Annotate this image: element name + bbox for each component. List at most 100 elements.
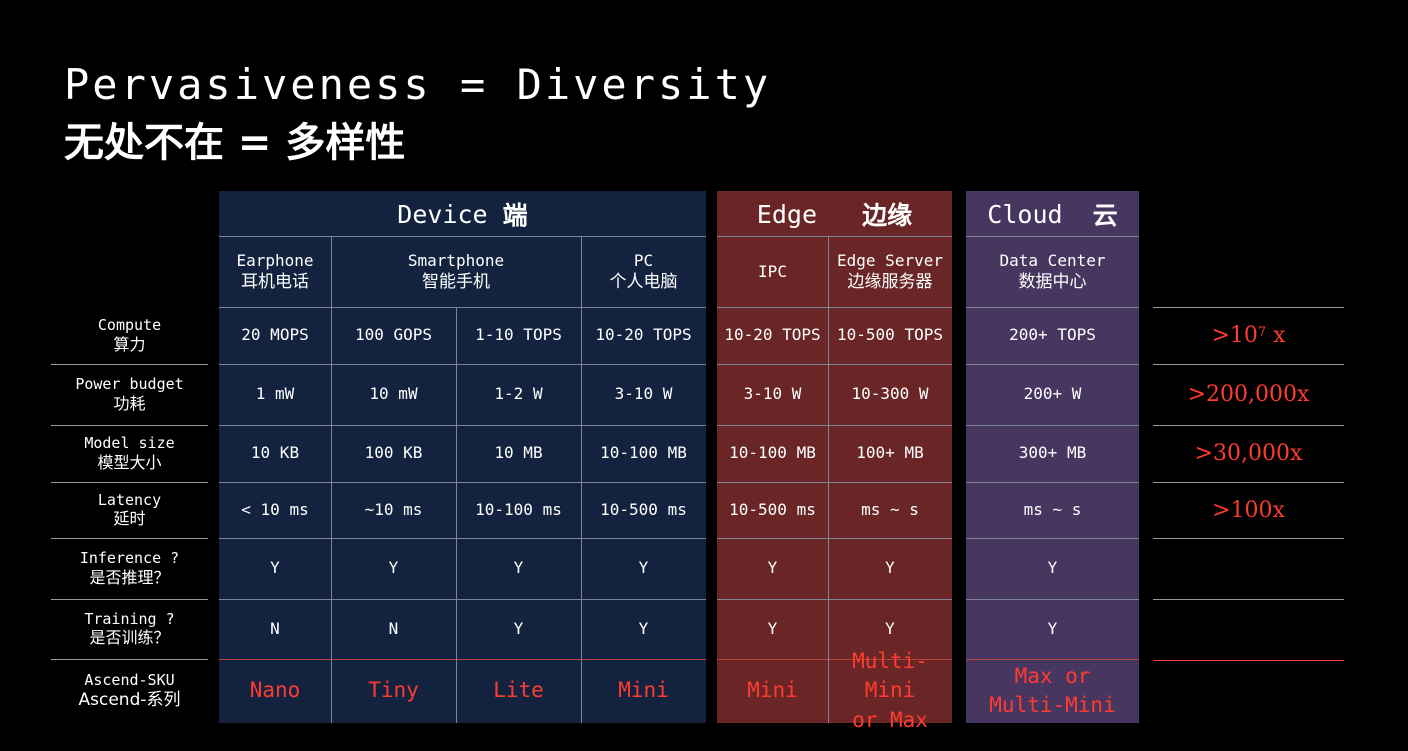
ratio-compute: >10 7 x [1153,307,1344,364]
divider [966,659,1139,660]
table-cell: N [270,618,280,638]
divider [1153,307,1344,308]
col-header-cn: 个人电脑 [609,272,678,293]
divider [219,236,706,237]
table-cell: 1-2 W [494,384,543,404]
sku-line-2: or Max [852,707,928,732]
sku-cell: Multi-Mini or Max [828,649,952,732]
sku-line-1: Multi-Mini [852,648,928,703]
divider [219,659,706,660]
row-label-inference: Inference ? 是否推理？ [51,538,208,599]
table-cell: Y [513,558,524,578]
divider [51,659,208,660]
table-cell: Y [513,618,524,638]
col-header-en: Edge Server [837,250,943,270]
divider [966,425,1139,426]
table-cell: Y [1047,558,1058,578]
table-cell: Y [1047,618,1058,638]
col-header-edge-server: Edge Server 边缘服务器 [828,237,952,307]
table-cell: ms ~ s [861,499,919,519]
sku-cell: Max or Multi-Mini [966,659,1139,723]
col-header-en: Smartphone [407,250,505,270]
col-header-ipc: IPC [717,237,828,307]
sku-line-1: Lite [493,678,544,703]
divider [717,659,952,660]
table-cell: Y [885,558,895,578]
table-cell: ~10 ms [364,499,423,519]
group-label-cn: 云 [1092,201,1118,230]
table-cell: 10-500 TOPS [837,325,943,345]
ratio-latency: >100x [1212,497,1285,523]
divider [219,538,706,539]
divider [966,599,1139,600]
table-cell: 200+ TOPS [1009,325,1096,345]
row-label-cn: 是否推理？ [89,567,170,587]
row-label-cn: 延时 [113,509,146,529]
table-cell: N [388,618,399,638]
row-label-en: Compute [97,316,162,335]
col-header-pc: PC 个人电脑 [581,237,706,307]
table-cell: 10 mW [369,384,418,404]
table-cell: Y [885,618,895,638]
divider [966,364,1139,365]
sku-line-1: Nano [249,678,301,703]
row-label-cn: 算力 [113,334,146,354]
col-header-cn: 智能手机 [422,272,490,293]
table-cell: 300+ MB [1018,443,1087,463]
table-cell: 10-100 MB [600,443,687,463]
divider [219,482,706,483]
divider [51,482,208,483]
row-label-cn: Ascend-系列 [78,689,181,710]
sku-line-1: Mini [747,678,798,703]
col-header-en: Data Center [999,250,1106,270]
divider [581,237,582,723]
table-cell: 10-500 ms [600,499,687,519]
group-header-cloud: Cloud 云 [966,191,1139,237]
sku-line-1: Max or [1014,663,1091,688]
divider [219,307,706,308]
table-cell: 200+ W [1023,384,1082,404]
col-header-earphone: Earphone 耳机电话 [219,237,331,307]
row-label-model-size: Model size 模型大小 [51,425,208,482]
sku-cell: Mini [581,659,706,723]
group-label: Cloud [987,199,1063,229]
row-label-cn: 是否训练？ [89,628,170,648]
col-header-en: IPC [758,261,787,281]
ratio-power: >200,000x [1187,382,1310,407]
row-label-cn: 功耗 [113,393,146,413]
row-label-latency: Latency 延时 [51,482,208,538]
col-header-cn: 耳机电话 [241,272,309,293]
ratio-exponent: 7 [1257,325,1267,340]
divider [219,425,706,426]
row-label-power: Power budget 功耗 [51,364,208,425]
row-label-en: Power budget [75,375,184,394]
divider [51,599,208,600]
divider [717,425,952,426]
divider [51,538,208,539]
page-title: Pervasiveness = Diversity [64,60,772,109]
divider [456,307,457,723]
table-cell: 10-100 ms [475,499,562,519]
group-label: Device [397,199,488,229]
divider [966,482,1139,483]
sku-line-1: Mini [618,678,669,703]
table-cell: Y [638,558,649,578]
group-header-device: Device 端 [219,191,706,237]
table-cell: Y [270,558,280,578]
divider [717,236,952,237]
table-cell: 10-20 TOPS [724,325,821,345]
group-label: Edge [756,199,818,229]
sku-cell: Nano [219,659,331,723]
sku-line-2: Multi-Mini [989,693,1116,717]
cloud-panel [966,191,1139,723]
divider [717,307,952,308]
col-header-data-center: Data Center 数据中心 [966,237,1139,307]
divider [717,364,952,365]
row-label-ascend-sku: Ascend-SKU Ascend-系列 [51,659,208,723]
divider [966,236,1139,237]
divider [51,425,208,426]
col-header-cn: 数据中心 [1018,272,1087,293]
row-label-en: Training ? [84,609,175,628]
col-header-smartphone: Smartphone 智能手机 [331,237,581,307]
table-cell: 1 mW [255,384,295,404]
